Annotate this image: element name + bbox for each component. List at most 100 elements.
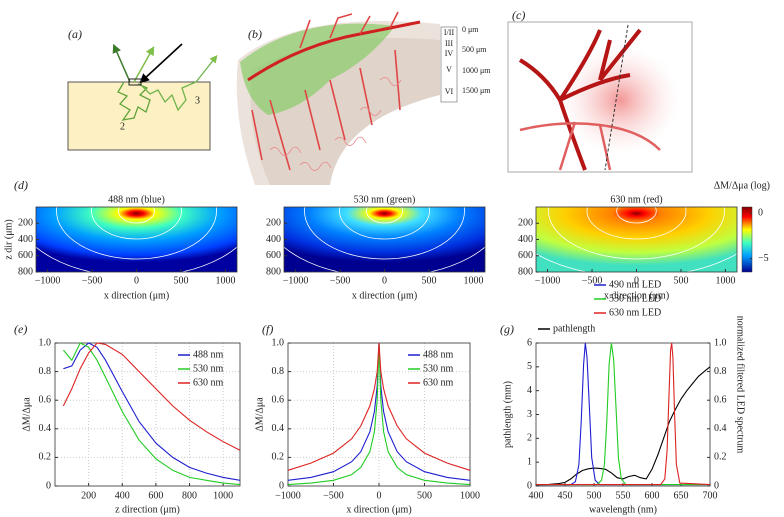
axes-frame xyxy=(535,342,711,487)
exit-arrow xyxy=(133,46,155,83)
panel-b: (b) I/II III IV V VI 0 μm 500 μm 1000 μm… xyxy=(236,11,491,185)
panel-c: (c) xyxy=(507,8,693,173)
x-tick-label: 550 xyxy=(616,490,631,501)
legend-label: 488 nm xyxy=(193,349,224,360)
y2-tick-label: 0.2 xyxy=(714,452,727,463)
layer-label: III xyxy=(445,39,453,48)
y-tick-label: 2 xyxy=(527,433,532,444)
depth-label: 1000 μm xyxy=(462,66,491,75)
contour xyxy=(91,207,182,240)
exit-arrow xyxy=(112,43,131,83)
y-tick-label: 0 xyxy=(527,480,532,491)
legend-label: 530 nm xyxy=(423,363,454,374)
y2-tick-label: 0.6 xyxy=(714,394,727,405)
vessel xyxy=(251,11,401,171)
detector xyxy=(128,78,142,86)
y-tick-label: 0.8 xyxy=(272,366,285,377)
y2-tick-label: 1.0 xyxy=(714,337,727,348)
depth-label: 1500 μm xyxy=(462,86,491,95)
contour xyxy=(366,207,403,224)
x-tick-label: 600 xyxy=(148,490,163,501)
y-tick-label: 0.4 xyxy=(39,423,52,434)
y-tick-label: 0.8 xyxy=(39,366,52,377)
contour xyxy=(118,207,155,224)
y-tick-label: 400 xyxy=(18,234,33,245)
series-line xyxy=(62,342,241,486)
contour xyxy=(304,207,465,260)
colorbar-label: ΔM/Δμa (log) xyxy=(714,180,770,191)
x-tick-label: 0 xyxy=(134,275,139,286)
panel-title: 488 nm (blue) xyxy=(108,194,165,205)
x-tick-label: 600 xyxy=(645,490,660,501)
series-line xyxy=(536,342,710,486)
legend-label: 490 nm LED xyxy=(609,279,661,290)
depth-label: 0 μm xyxy=(462,25,479,34)
white-matter xyxy=(330,95,440,185)
y-tick-label: 0.2 xyxy=(272,452,285,463)
depth-label: 500 μm xyxy=(462,45,487,54)
contour xyxy=(616,207,657,224)
photon-path xyxy=(139,54,218,112)
x-tick-label: 1000 xyxy=(463,275,483,286)
y-tick-label: 0.6 xyxy=(272,394,285,405)
y-tick-label: 600 xyxy=(518,250,533,261)
panel-title: 530 nm (green) xyxy=(354,194,416,205)
series-line xyxy=(536,342,711,486)
panel-label: (a) xyxy=(68,27,82,41)
x-tick-label: 0 xyxy=(377,490,382,501)
y-tick-label: 800 xyxy=(518,266,533,277)
x-tick-label: 400 xyxy=(529,490,544,501)
cut-line xyxy=(604,24,629,171)
legend-label: pathlength xyxy=(553,323,595,334)
y-axis-label: pathlength (mm) xyxy=(502,381,513,448)
path-label: 3 xyxy=(195,95,200,106)
x-tick-label: 1000 xyxy=(213,490,233,501)
contour xyxy=(548,207,725,260)
y-tick-label: 800 xyxy=(266,266,281,277)
series-line xyxy=(536,342,710,486)
axes-frame xyxy=(54,342,241,487)
contour xyxy=(586,207,687,240)
y-tick-label: 800 xyxy=(18,266,33,277)
layer-label: IV xyxy=(445,49,454,58)
x-tick-label: −500 xyxy=(330,275,351,286)
panel-label: (e) xyxy=(14,322,27,336)
x-tick-label: 1000 xyxy=(715,275,735,286)
light-spot xyxy=(560,45,680,155)
panel-label: (c) xyxy=(512,8,525,22)
y-tick-label: 0.6 xyxy=(39,394,52,405)
x-axis-label: x direction (μm) xyxy=(104,290,169,301)
colorbar-tick-label: −5 xyxy=(758,253,769,264)
x-tick-label: 800 xyxy=(182,490,197,501)
path-label: 2 xyxy=(120,121,125,132)
y-axis-label: ΔM/Δμa xyxy=(21,397,32,432)
y2-tick-label: 0.4 xyxy=(714,423,727,434)
panel-label: (d) xyxy=(14,178,28,192)
y-tick-label: 0.4 xyxy=(272,423,285,434)
heatmap-image xyxy=(36,207,237,272)
capillaries xyxy=(269,77,402,171)
x-tick-label: −500 xyxy=(582,275,603,286)
y-axis-label: z dir (μm) xyxy=(3,219,14,259)
y-tick-label: 5 xyxy=(527,361,532,372)
colorbar xyxy=(741,206,753,273)
x-tick-label: 1000 xyxy=(460,490,480,501)
y-tick-label: 4 xyxy=(527,385,532,396)
legend-label: 630 nm xyxy=(193,377,224,388)
y-tick-label: 600 xyxy=(266,250,281,261)
legend-label: 488 nm xyxy=(423,349,454,360)
y-tick-label: 6 xyxy=(527,337,532,348)
x-tick-label: 1000 xyxy=(215,275,235,286)
panel-label: (f) xyxy=(262,322,273,336)
x-tick-label: −1000 xyxy=(283,275,309,286)
tissue-block xyxy=(67,81,211,151)
contour xyxy=(339,207,430,240)
x-tick-label: 400 xyxy=(115,490,130,501)
series-line xyxy=(62,342,241,451)
x-tick-label: 700 xyxy=(703,490,718,501)
x-tick-label: −1000 xyxy=(535,275,561,286)
y2-tick-label: 0.8 xyxy=(714,366,727,377)
y2-tick-label: 0 xyxy=(714,480,719,491)
x-tick-label: −500 xyxy=(323,490,344,501)
